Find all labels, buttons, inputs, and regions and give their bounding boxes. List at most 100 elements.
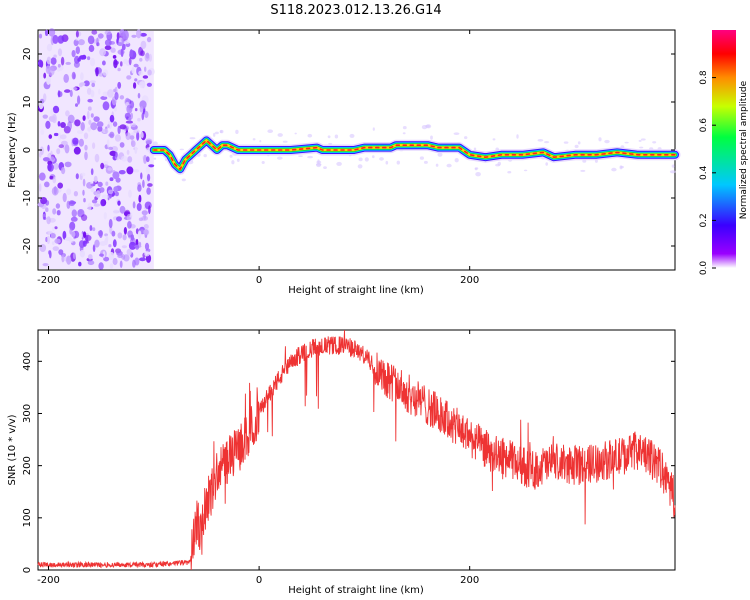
noise-blob	[131, 67, 135, 74]
y-tick-label: 100	[22, 508, 33, 527]
noise-blob	[63, 73, 69, 83]
noise-blob	[117, 67, 121, 72]
noise-blob	[96, 42, 100, 47]
colorbar-tick-label: 0.6	[699, 118, 709, 133]
noise-blob	[99, 253, 104, 257]
noise-blob	[423, 160, 428, 164]
noise-blob	[105, 181, 109, 186]
noise-blob	[219, 129, 224, 134]
noise-blob	[75, 103, 78, 107]
noise-blob	[396, 160, 400, 165]
noise-blob	[235, 129, 239, 134]
noise-blob	[475, 172, 481, 177]
x-tick-label: 200	[460, 275, 479, 286]
noise-blob	[100, 96, 108, 100]
noise-blob	[40, 129, 45, 135]
noise-blob	[58, 249, 64, 256]
noise-blob	[139, 32, 147, 37]
noise-blob	[121, 155, 128, 162]
noise-blob	[79, 233, 83, 239]
noise-blob	[88, 44, 95, 53]
noise-blob	[53, 132, 59, 137]
noise-blob	[139, 257, 146, 262]
noise-blob	[57, 63, 61, 68]
noise-blob	[62, 192, 67, 203]
noise-blob	[87, 106, 92, 111]
noise-blob	[148, 205, 151, 215]
noise-blob	[47, 163, 54, 172]
noise-blob	[112, 55, 117, 59]
noise-blob	[139, 81, 146, 89]
noise-blob	[72, 252, 76, 259]
noise-blob	[114, 191, 119, 197]
snr-ylabel: SNR (10 * v/v)	[7, 414, 18, 485]
noise-blob	[153, 141, 158, 146]
noise-blob	[137, 117, 141, 122]
noise-blob	[55, 203, 61, 209]
noise-blob	[111, 146, 118, 152]
noise-blob	[123, 58, 128, 64]
noise-blob	[317, 159, 320, 164]
noise-blob	[129, 49, 134, 58]
noise-blob	[523, 169, 528, 172]
noise-blob	[203, 154, 207, 158]
noise-blob	[84, 234, 92, 242]
noise-blob	[88, 254, 93, 260]
noise-blob	[48, 66, 55, 76]
noise-blob	[42, 157, 50, 162]
noise-blob	[110, 47, 116, 53]
noise-blob	[47, 144, 50, 152]
noise-blob	[52, 246, 59, 252]
noise-blob	[73, 191, 78, 197]
noise-blob	[128, 241, 137, 250]
noise-blob	[91, 199, 98, 204]
y-tick-label: -10	[22, 190, 33, 206]
noise-blob	[120, 61, 123, 67]
noise-blob	[135, 244, 140, 250]
noise-blob	[48, 28, 56, 37]
noise-blob	[43, 72, 47, 79]
noise-blob	[102, 251, 106, 258]
noise-blob	[153, 157, 157, 160]
noise-blob	[143, 224, 149, 230]
noise-blob	[66, 188, 72, 195]
noise-blob	[91, 30, 98, 35]
noise-blob	[103, 161, 109, 165]
noise-blob	[125, 120, 133, 124]
noise-blob	[108, 218, 113, 229]
noise-blob	[113, 209, 119, 215]
noise-blob	[127, 156, 133, 163]
noise-blob	[473, 147, 477, 151]
noise-blob	[67, 121, 72, 131]
noise-blob	[142, 75, 149, 79]
noise-blob	[52, 226, 55, 232]
noise-blob	[49, 250, 52, 259]
x-tick-label: 0	[256, 575, 262, 586]
noise-blob	[106, 139, 110, 148]
noise-blob	[64, 237, 72, 241]
noise-blob	[131, 140, 136, 148]
noise-blob	[114, 92, 119, 100]
noise-blob	[107, 124, 110, 129]
ridge-trace	[148, 134, 681, 175]
noise-blob	[62, 230, 67, 240]
noise-blob	[93, 175, 98, 183]
noise-blob	[143, 212, 147, 220]
noise-blob	[136, 131, 140, 141]
noise-blob	[117, 81, 122, 89]
noise-blob	[71, 71, 76, 80]
noise-blob	[144, 52, 150, 62]
noise-blob	[42, 263, 49, 267]
noise-blob	[52, 105, 60, 114]
noise-blob	[90, 90, 95, 98]
noise-blob	[112, 121, 118, 127]
noise-blob	[277, 156, 283, 160]
noise-blob	[84, 151, 88, 161]
noise-blob	[82, 115, 86, 121]
noise-blob	[143, 229, 149, 236]
noise-blob	[43, 93, 47, 102]
noise-blob	[267, 129, 274, 133]
noise-blob	[113, 186, 119, 193]
noise-blob	[98, 88, 101, 95]
noise-blob	[66, 255, 72, 265]
